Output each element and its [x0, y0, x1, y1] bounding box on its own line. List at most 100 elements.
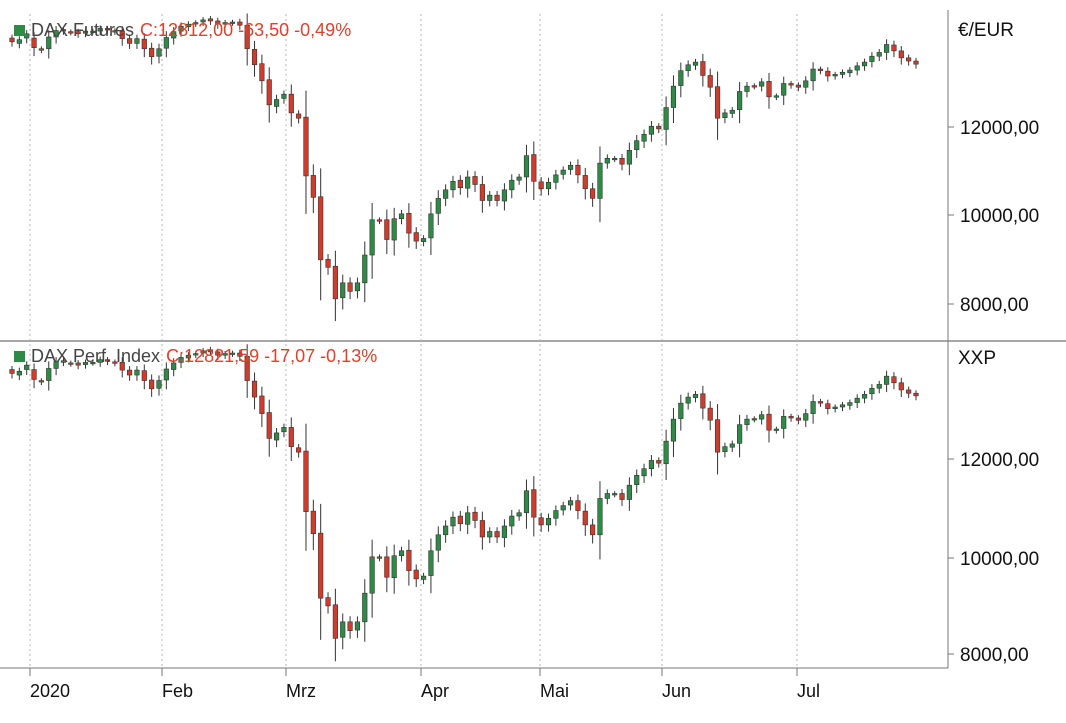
candle-body — [663, 107, 669, 130]
candle-body — [898, 50, 904, 59]
candle-body — [560, 505, 566, 511]
candle-body — [810, 68, 816, 82]
candle-body — [46, 36, 52, 50]
candle-body — [200, 19, 206, 23]
candle-body — [494, 531, 500, 538]
candle-body — [781, 416, 787, 429]
candle-body — [766, 413, 772, 431]
candle-body — [398, 550, 405, 557]
x-tick-label: Apr — [421, 681, 449, 701]
candle-body — [773, 428, 779, 431]
candle-body — [707, 407, 713, 421]
candle-body — [590, 188, 596, 199]
candle-body — [545, 517, 552, 526]
candle-body — [119, 362, 125, 371]
candle-body — [744, 85, 750, 92]
candle-body — [788, 416, 794, 419]
candle-body — [523, 490, 530, 514]
unit-label-top: €/EUR — [958, 20, 1014, 41]
candle-body — [678, 70, 684, 86]
candle-body — [487, 531, 493, 538]
candle-body — [82, 362, 89, 365]
candle-body — [325, 259, 331, 268]
candle-body — [788, 83, 794, 86]
candle-body — [428, 550, 434, 576]
candle-body — [641, 468, 647, 477]
candle-body — [16, 39, 22, 44]
candle-body — [318, 196, 324, 261]
y-tick-label: 10000,00 — [960, 206, 1039, 227]
candle-body — [384, 219, 390, 240]
candle-body — [38, 48, 44, 51]
candle-body — [16, 370, 22, 376]
candle-body — [597, 498, 603, 536]
candle-body — [237, 352, 243, 357]
y-tick-label: 8000,00 — [960, 645, 1029, 666]
candle-body — [82, 30, 89, 34]
candle-body — [913, 60, 919, 65]
candle-body — [744, 418, 750, 425]
candle-body — [141, 38, 147, 50]
candle-body — [281, 427, 287, 433]
candle-body — [318, 532, 324, 599]
candle-body — [773, 95, 779, 98]
candle-body — [869, 387, 875, 395]
candle-body — [619, 157, 625, 165]
candle-body — [553, 174, 559, 183]
candle-body — [244, 356, 250, 381]
candle-body — [303, 450, 309, 512]
candle-body — [75, 362, 81, 366]
candle-body — [795, 417, 801, 421]
candle-body — [362, 592, 368, 623]
candle-body — [75, 31, 81, 35]
x-tick-label: Jun — [662, 681, 691, 701]
candle-body — [906, 57, 912, 62]
candle-body — [604, 493, 610, 499]
candle-body — [501, 189, 508, 202]
candle-body — [266, 412, 272, 439]
candle-body — [509, 179, 515, 191]
candle-body — [90, 362, 96, 365]
unit-label-bottom: XXP — [958, 348, 997, 369]
candle-body — [604, 157, 610, 164]
candle-body — [685, 396, 691, 404]
candle-body — [207, 349, 214, 353]
candle-body — [567, 500, 574, 506]
candle-body — [443, 189, 449, 199]
x-tick-label: 2020 — [30, 681, 70, 701]
candle-body — [310, 175, 316, 198]
y-tick-label: 8000,00 — [960, 295, 1029, 316]
candle-body — [560, 169, 566, 175]
candle-body — [60, 360, 67, 363]
candle-body — [832, 74, 838, 77]
candle-body — [516, 176, 522, 181]
candle-body — [509, 515, 515, 527]
candle-body — [663, 440, 669, 465]
candle-body — [215, 351, 221, 356]
candle-body — [362, 254, 368, 284]
candle-body — [229, 352, 236, 355]
candle-body — [582, 510, 588, 526]
candle-body — [876, 52, 882, 57]
candle-body — [692, 394, 699, 398]
candle-body — [244, 24, 250, 50]
candle-body — [700, 61, 706, 76]
candle-body — [803, 80, 809, 88]
candle-body — [759, 81, 765, 87]
candle-body — [884, 375, 890, 385]
candle-body — [53, 30, 59, 38]
candle-body — [413, 569, 419, 580]
candle-body — [406, 213, 412, 234]
candle-body — [766, 81, 772, 98]
candle-body — [626, 149, 632, 165]
candle-body — [38, 380, 44, 383]
candle-body — [869, 55, 875, 62]
candle-body — [612, 493, 618, 496]
candle-body — [670, 85, 677, 108]
candle-body — [656, 125, 662, 130]
legend-series-name: DAX Perf. Index — [31, 346, 161, 366]
candle-body — [149, 379, 155, 390]
candle-body — [722, 446, 728, 452]
candle-body — [575, 164, 581, 176]
candle-body — [817, 401, 824, 404]
